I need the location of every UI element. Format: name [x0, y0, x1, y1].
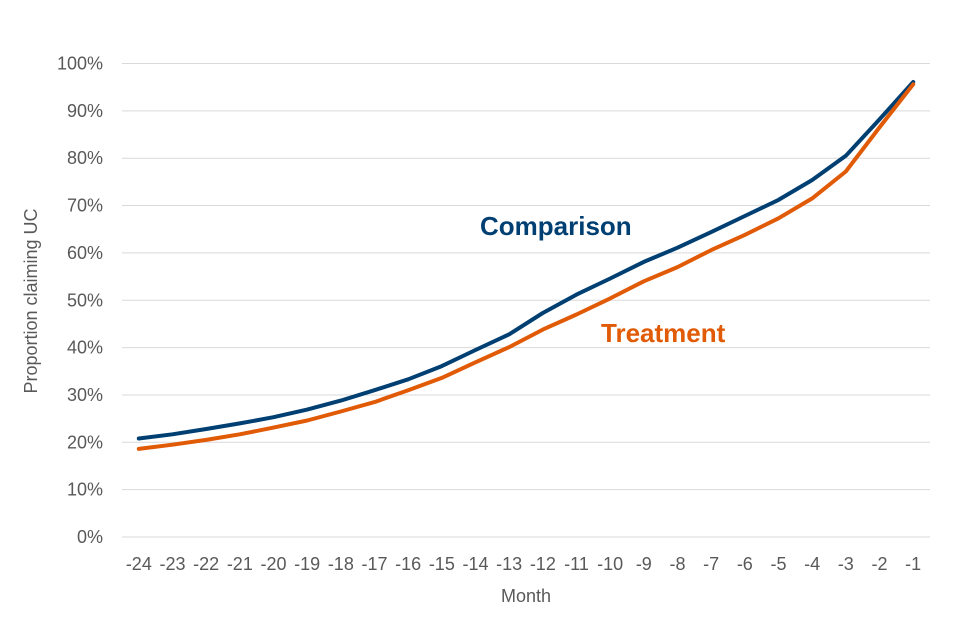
- y-axis-title: Proportion claiming UC: [21, 208, 41, 393]
- x-tick-label: -4: [804, 554, 820, 574]
- y-tick-label: 10%: [67, 480, 103, 500]
- x-tick-label: -15: [429, 554, 455, 574]
- x-tick-label: -20: [260, 554, 286, 574]
- series-line-treatment: [136, 82, 916, 451]
- x-tick-label: -11: [564, 554, 589, 574]
- x-tick-label: -17: [361, 554, 387, 574]
- y-tick-label: 60%: [67, 243, 103, 263]
- x-tick-label: -6: [737, 554, 753, 574]
- y-tick-label: 30%: [67, 385, 103, 405]
- x-tick-label: -5: [770, 554, 786, 574]
- series-lines: [136, 80, 916, 451]
- x-tick-label: -14: [462, 554, 488, 574]
- series-label-comparison: Comparison: [480, 211, 632, 241]
- y-tick-label: 0%: [77, 527, 103, 547]
- x-tick-label: -21: [227, 554, 253, 574]
- y-axis-ticks: 0% 10% 20% 30% 40% 50% 60% 70% 80% 90% 100%: [57, 54, 103, 548]
- x-tick-label: -18: [328, 554, 354, 574]
- gridlines: [122, 63, 930, 538]
- x-tick-label: -9: [636, 554, 652, 574]
- series-label-treatment: Treatment: [601, 318, 726, 348]
- x-tick-label: -7: [703, 554, 719, 574]
- x-tick-label: -13: [496, 554, 522, 574]
- x-axis-title: Month: [501, 586, 551, 606]
- x-axis-ticks: -24 -23 -22 -21 -20 -19 -18 -17 -16 -15 -14 -13 -12-…: [126, 554, 921, 574]
- x-tick-label: -19: [294, 554, 320, 574]
- x-tick-label: -12: [530, 554, 556, 574]
- x-tick-label: -23: [159, 554, 185, 574]
- series-line-comparison: [136, 80, 916, 441]
- x-tick-label: -24: [126, 554, 152, 574]
- x-tick-label: -3: [838, 554, 854, 574]
- x-tick-label: -1: [905, 554, 921, 574]
- y-tick-label: 90%: [67, 101, 103, 121]
- y-tick-label: 100%: [57, 54, 103, 74]
- y-tick-label: 20%: [67, 432, 103, 452]
- x-tick-label: -16: [395, 554, 421, 574]
- y-tick-label: 40%: [67, 338, 103, 358]
- y-tick-label: 80%: [67, 148, 103, 168]
- y-tick-label: 50%: [67, 290, 103, 310]
- x-tick-label: -8: [669, 554, 685, 574]
- x-tick-label: -2: [871, 554, 887, 574]
- y-tick-label: 70%: [67, 196, 103, 216]
- x-tick-label: -22: [193, 554, 219, 574]
- x-tick-label: -10: [597, 554, 623, 574]
